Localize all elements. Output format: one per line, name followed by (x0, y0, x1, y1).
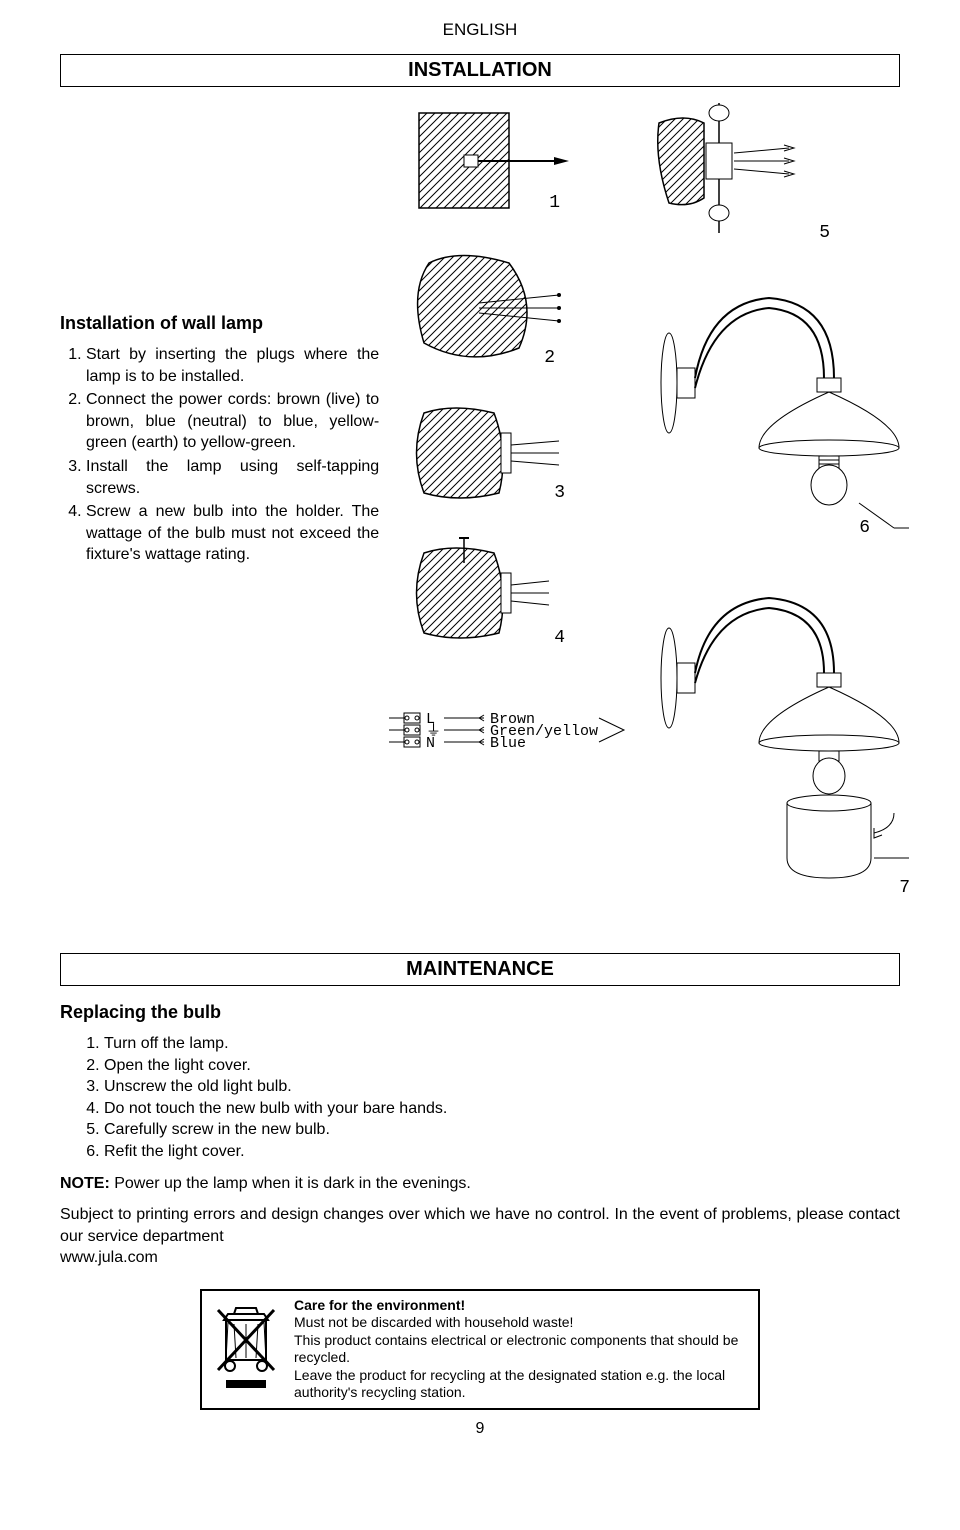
installation-heading: Installation of wall lamp (60, 313, 379, 334)
env-title: Care for the environment! (294, 1297, 465, 1313)
disclaimer-text: Subject to printing errors and design ch… (60, 1206, 900, 1245)
weee-icon (212, 1302, 282, 1397)
installation-figures: L ⏚ N Brown Green/yellow Blue (389, 103, 900, 923)
language-header: ENGLISH (60, 20, 900, 40)
maint-step: Carefully screw in the new bulb. (104, 1119, 900, 1141)
page-number: 9 (60, 1420, 900, 1438)
note-line: NOTE: Power up the lamp when it is dark … (60, 1173, 900, 1195)
disclaimer: Subject to printing errors and design ch… (60, 1204, 900, 1269)
env-line: Must not be discarded with household was… (294, 1314, 573, 1330)
url: www.jula.com (60, 1249, 158, 1266)
wiring-blue: Blue (490, 735, 526, 752)
fig-label-7: 7 (899, 878, 910, 898)
maintenance-steps: Turn off the lamp. Open the light cover.… (60, 1033, 900, 1163)
fig-label-2: 2 (544, 348, 555, 368)
installation-row: Installation of wall lamp Start by inser… (60, 103, 900, 923)
install-step: Connect the power cords: brown (live) to… (86, 389, 379, 454)
fig-label-4: 4 (554, 628, 565, 648)
environment-text: Care for the environment! Must not be di… (294, 1297, 748, 1402)
section-maintenance: MAINTENANCE (60, 953, 900, 986)
env-line: This product contains electrical or elec… (294, 1332, 738, 1366)
fig-label-1: 1 (549, 193, 560, 213)
maint-step: Open the light cover. (104, 1055, 900, 1077)
env-line: Leave the product for recycling at the d… (294, 1367, 725, 1401)
section-installation: INSTALLATION (60, 54, 900, 87)
installation-steps: Start by inserting the plugs where the l… (60, 344, 379, 566)
fig-label-3: 3 (554, 483, 565, 503)
installation-text-column: Installation of wall lamp Start by inser… (60, 103, 379, 923)
environment-box: Care for the environment! Must not be di… (200, 1289, 760, 1410)
fig-label-6: 6 (859, 518, 870, 538)
svg-text:N: N (426, 735, 435, 752)
maint-step: Refit the light cover. (104, 1141, 900, 1163)
note-label: NOTE: (60, 1175, 110, 1192)
install-step: Install the lamp using self-tapping scre… (86, 456, 379, 499)
install-step: Screw a new bulb into the holder. The wa… (86, 501, 379, 566)
fig-label-5: 5 (819, 223, 830, 243)
maintenance-heading: Replacing the bulb (60, 1002, 900, 1023)
install-step: Start by inserting the plugs where the l… (86, 344, 379, 387)
note-text: Power up the lamp when it is dark in the… (110, 1175, 471, 1192)
maint-step: Turn off the lamp. (104, 1033, 900, 1055)
maint-step: Do not touch the new bulb with your bare… (104, 1098, 900, 1120)
maint-step: Unscrew the old light bulb. (104, 1076, 900, 1098)
wiring-legend: L ⏚ N Brown Green/yellow Blue (389, 711, 624, 752)
